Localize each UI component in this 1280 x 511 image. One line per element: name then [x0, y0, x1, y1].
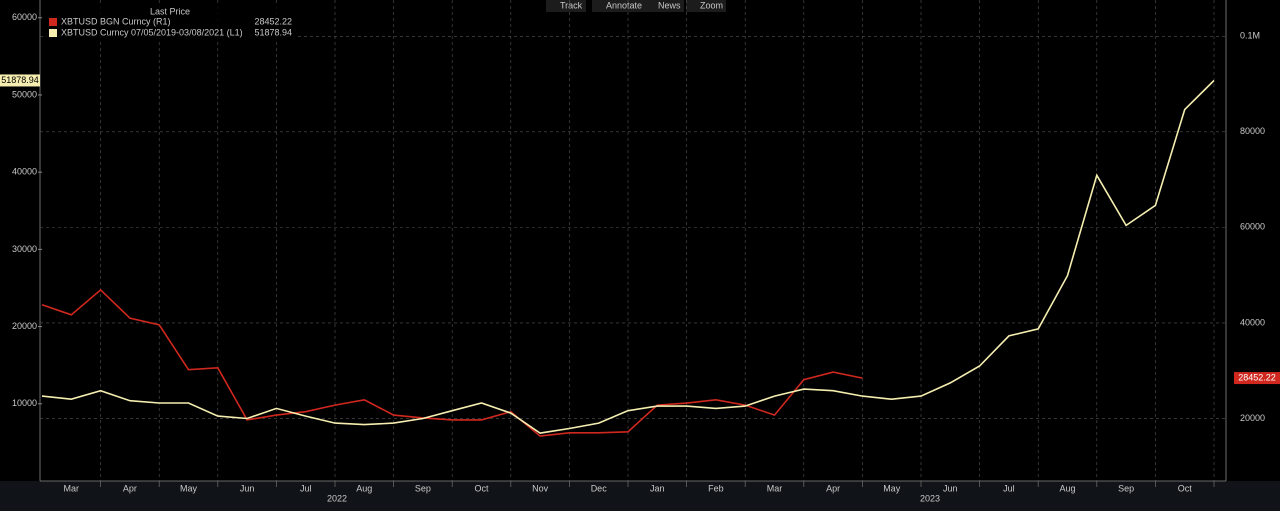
x-tick-label: Jun	[943, 483, 958, 493]
toolbar-button-bg	[686, 0, 726, 12]
x-tick-label: May	[180, 483, 198, 493]
toolbar-label: Track	[560, 0, 583, 10]
toolbar-label: Zoom	[700, 0, 723, 10]
y2-tick-label: 80000	[1240, 126, 1265, 136]
year-label: 2023	[920, 493, 940, 503]
last-value-tag	[1234, 372, 1280, 385]
y-tick-label: 40000	[12, 167, 37, 177]
last-value-tag	[0, 74, 40, 87]
legend-swatch	[49, 18, 57, 26]
toolbar-button[interactable]: Track	[546, 0, 586, 12]
legend-value: 28452.22	[254, 16, 292, 26]
x-axis-strip	[0, 481, 1280, 511]
x-tick-label: Mar	[64, 483, 80, 493]
x-tick-label: May	[883, 483, 901, 493]
x-tick-label: Sep	[1118, 483, 1134, 493]
x-tick-label: Aug	[1059, 483, 1075, 493]
toolbar-button[interactable]: Annotate	[592, 0, 644, 12]
series-line	[41, 288, 863, 437]
x-tick-label: Feb	[708, 483, 724, 493]
legend-label: XBTUSD Curncy 07/05/2019-03/08/2021 (L1)	[61, 27, 243, 37]
x-tick-label: Jul	[300, 483, 312, 493]
toolbar-button-bg	[644, 0, 684, 12]
legend-swatch	[49, 29, 57, 37]
toolbar-label: News	[658, 0, 681, 10]
toolbar-button[interactable]: Zoom	[686, 0, 726, 12]
x-tick-label: Oct	[1178, 483, 1193, 493]
x-tick-label: Apr	[123, 483, 137, 493]
legend-value: 51878.94	[254, 27, 292, 37]
y-tick-label: 10000	[12, 398, 37, 408]
y-tick-label: 60000	[12, 12, 37, 22]
y2-tick-label: 60000	[1240, 222, 1265, 232]
y-tick-label: 20000	[12, 321, 37, 331]
series-line	[41, 79, 1215, 434]
x-tick-label: Dec	[591, 483, 608, 493]
toolbar-button-bg	[592, 0, 644, 12]
toolbar: Track Annotate News Zoom	[546, 0, 726, 12]
legend-box	[44, 4, 296, 42]
last-value-label: 51878.94	[1, 75, 39, 85]
last-value-label: 28452.22	[1238, 372, 1276, 382]
x-tick-label: Jun	[240, 483, 255, 493]
legend-label: XBTUSD BGN Curncy (R1)	[61, 16, 171, 26]
toolbar-label: Annotate	[606, 0, 642, 10]
legend-title: Last Price	[150, 6, 190, 16]
toolbar-button[interactable]: News	[644, 0, 684, 12]
x-tick-label: Apr	[826, 483, 840, 493]
x-tick-label: Aug	[356, 483, 372, 493]
x-tick-label: Mar	[767, 483, 783, 493]
y2-tick-label: 20000	[1240, 413, 1265, 423]
x-tick-label: Oct	[474, 483, 489, 493]
y-tick-label: 30000	[12, 244, 37, 254]
x-tick-label: Nov	[532, 483, 549, 493]
y2-tick-label: 40000	[1240, 317, 1265, 327]
x-tick-label: Jan	[650, 483, 665, 493]
year-label: 2022	[327, 493, 347, 503]
y-tick-label: 50000	[12, 89, 37, 99]
x-tick-label: Sep	[415, 483, 431, 493]
y2-tick-label: 0.1M	[1240, 31, 1260, 41]
toolbar-button-bg	[546, 0, 586, 12]
x-tick-label: Jul	[1003, 483, 1015, 493]
